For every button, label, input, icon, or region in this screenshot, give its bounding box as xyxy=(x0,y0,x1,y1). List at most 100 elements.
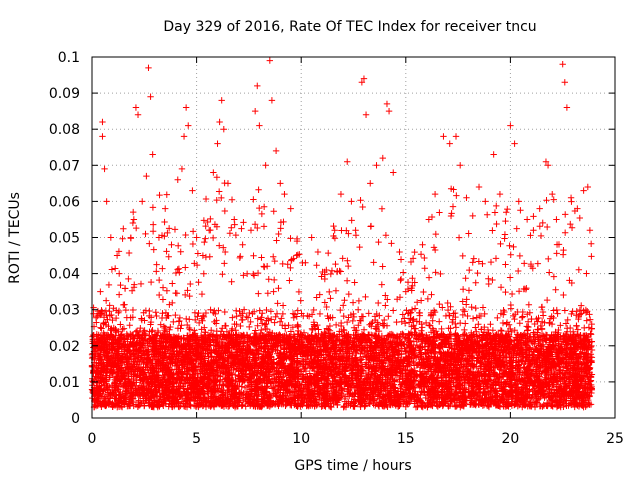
data-point xyxy=(399,330,406,337)
data-point xyxy=(279,302,287,309)
data-point xyxy=(562,211,569,218)
data-point xyxy=(279,260,286,268)
data-point xyxy=(508,290,516,298)
data-point xyxy=(516,320,523,327)
data-point xyxy=(213,174,221,181)
data-point xyxy=(105,281,113,289)
data-point xyxy=(134,333,141,340)
data-point xyxy=(195,319,203,327)
data-point xyxy=(327,295,334,302)
data-point xyxy=(266,373,273,380)
data-point xyxy=(92,314,100,321)
data-point xyxy=(273,237,280,244)
data-point xyxy=(278,315,285,322)
data-point xyxy=(550,196,557,203)
data-point xyxy=(375,299,382,307)
data-point xyxy=(171,226,179,233)
data-point xyxy=(153,268,160,275)
data-point xyxy=(355,297,363,305)
data-point xyxy=(469,315,477,322)
data-point xyxy=(515,288,523,295)
data-point xyxy=(218,194,225,202)
data-point xyxy=(186,316,193,323)
data-point xyxy=(177,325,184,332)
data-point xyxy=(404,279,412,286)
data-point xyxy=(125,275,132,283)
data-point xyxy=(365,310,372,317)
data-point xyxy=(487,321,494,328)
data-point xyxy=(421,254,428,262)
data-point xyxy=(421,265,428,272)
data-point xyxy=(165,253,172,260)
data-point xyxy=(287,235,294,242)
data-point xyxy=(119,235,126,242)
data-point xyxy=(557,322,564,329)
data-point xyxy=(355,322,362,329)
data-point xyxy=(479,304,487,311)
data-point xyxy=(474,269,481,277)
data-point xyxy=(437,270,444,278)
data-point xyxy=(397,277,404,284)
data-point xyxy=(543,197,550,204)
data-point xyxy=(559,251,567,258)
data-point xyxy=(165,225,173,232)
data-point xyxy=(250,252,257,259)
data-point xyxy=(294,307,301,314)
data-point xyxy=(226,230,234,237)
data-point xyxy=(328,267,336,274)
data-point xyxy=(360,326,368,333)
data-point xyxy=(455,234,463,241)
data-point xyxy=(418,327,425,335)
data-point xyxy=(295,288,303,296)
data-point xyxy=(200,217,208,224)
data-point xyxy=(120,301,127,309)
data-point xyxy=(111,265,119,272)
data-point xyxy=(341,297,348,304)
data-point xyxy=(155,276,163,284)
data-point xyxy=(97,324,104,331)
data-point xyxy=(384,296,391,303)
data-point xyxy=(185,367,192,374)
data-point xyxy=(122,306,130,314)
data-point xyxy=(504,205,511,213)
data-point xyxy=(258,210,266,218)
data-point xyxy=(182,264,189,271)
data-point xyxy=(506,274,514,281)
data-point xyxy=(348,217,355,224)
data-point xyxy=(194,250,202,257)
data-point xyxy=(416,309,423,316)
data-point xyxy=(209,234,217,242)
data-point xyxy=(254,269,262,277)
data-point xyxy=(401,320,409,327)
data-point xyxy=(239,316,246,323)
data-point xyxy=(265,276,272,283)
data-point xyxy=(343,318,351,326)
data-point xyxy=(475,321,482,328)
data-point xyxy=(510,243,517,251)
data-point xyxy=(581,324,588,332)
data-point xyxy=(202,309,210,317)
data-point xyxy=(192,316,199,324)
data-point xyxy=(186,292,193,300)
data-point xyxy=(255,186,262,193)
data-point xyxy=(449,203,457,210)
data-point xyxy=(485,280,492,288)
data-point xyxy=(268,371,276,379)
data-point xyxy=(349,299,357,306)
data-point xyxy=(345,290,353,298)
data-point xyxy=(129,306,137,314)
data-point xyxy=(535,314,542,322)
data-point xyxy=(583,270,590,277)
data-point xyxy=(250,270,257,278)
data-point xyxy=(164,312,171,319)
data-point xyxy=(472,324,479,331)
data-point xyxy=(108,266,116,273)
data-point xyxy=(567,324,574,332)
data-point xyxy=(574,326,582,333)
data-point xyxy=(232,231,240,239)
data-point xyxy=(444,299,451,307)
data-point xyxy=(262,369,269,376)
data-point xyxy=(142,230,149,238)
data-point xyxy=(492,255,500,262)
